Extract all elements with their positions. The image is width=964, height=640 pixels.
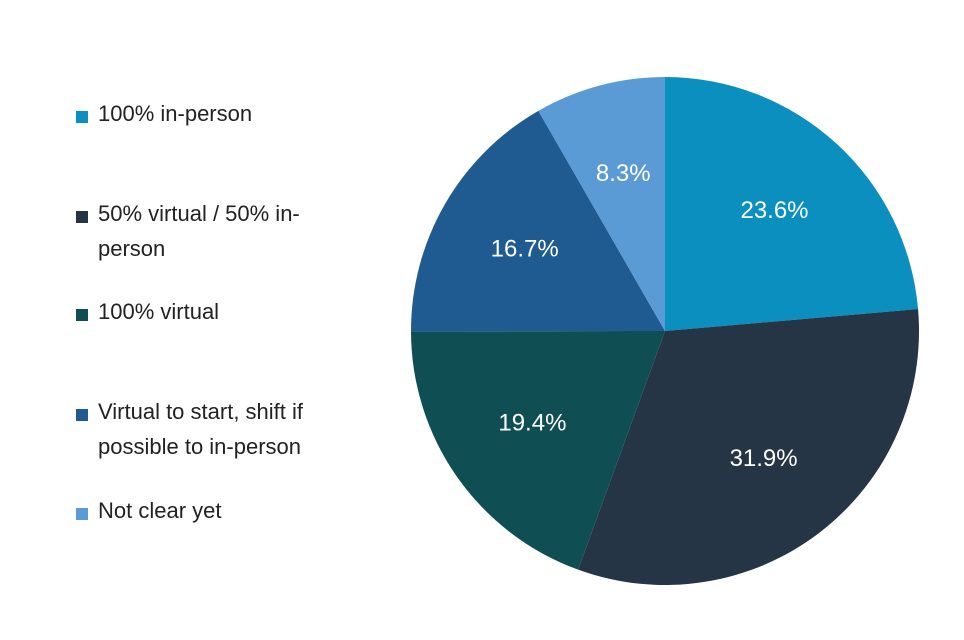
pie-slice-label: 8.3% [596, 160, 651, 187]
legend-item-not-clear-yet: Not clear yet [76, 498, 376, 528]
pie-slice [411, 331, 665, 570]
pie-slice-label: 16.7% [491, 235, 559, 262]
legend-swatch [76, 309, 88, 321]
pie-slice-label: 19.4% [498, 409, 566, 436]
legend-label: 100% in-person [98, 101, 253, 126]
legend-swatch [76, 508, 88, 520]
pie-slice-label: 23.6% [740, 197, 808, 224]
legend-label: 50% virtual / 50% in-person [98, 201, 300, 261]
legend-swatch [76, 111, 88, 123]
legend-label: Virtual to start, shift if possible to i… [98, 399, 304, 459]
pie-slice-label: 31.9% [730, 445, 798, 472]
pie-slice-labels: 23.6% 31.9% 19.4% 16.7% 8.3% [491, 160, 809, 472]
legend-item-100-virtual: 100% virtual [76, 299, 376, 329]
legend-item-virtual-to-start: Virtual to start, shift if possible to i… [76, 399, 376, 464]
pie-slice [665, 77, 919, 331]
legend-item-50-virtual-50-in-person: 50% virtual / 50% in-person [76, 201, 376, 266]
pie-slice [410, 110, 665, 332]
pie-slices [410, 77, 919, 585]
legend-swatch [76, 409, 88, 421]
pie-slice [578, 309, 919, 585]
legend-label: 100% virtual [98, 299, 220, 324]
legend-swatch [76, 211, 88, 223]
legend-label: Not clear yet [98, 498, 222, 523]
legend-item-100-in-person: 100% in-person [76, 101, 376, 131]
pie-slice [538, 77, 665, 331]
